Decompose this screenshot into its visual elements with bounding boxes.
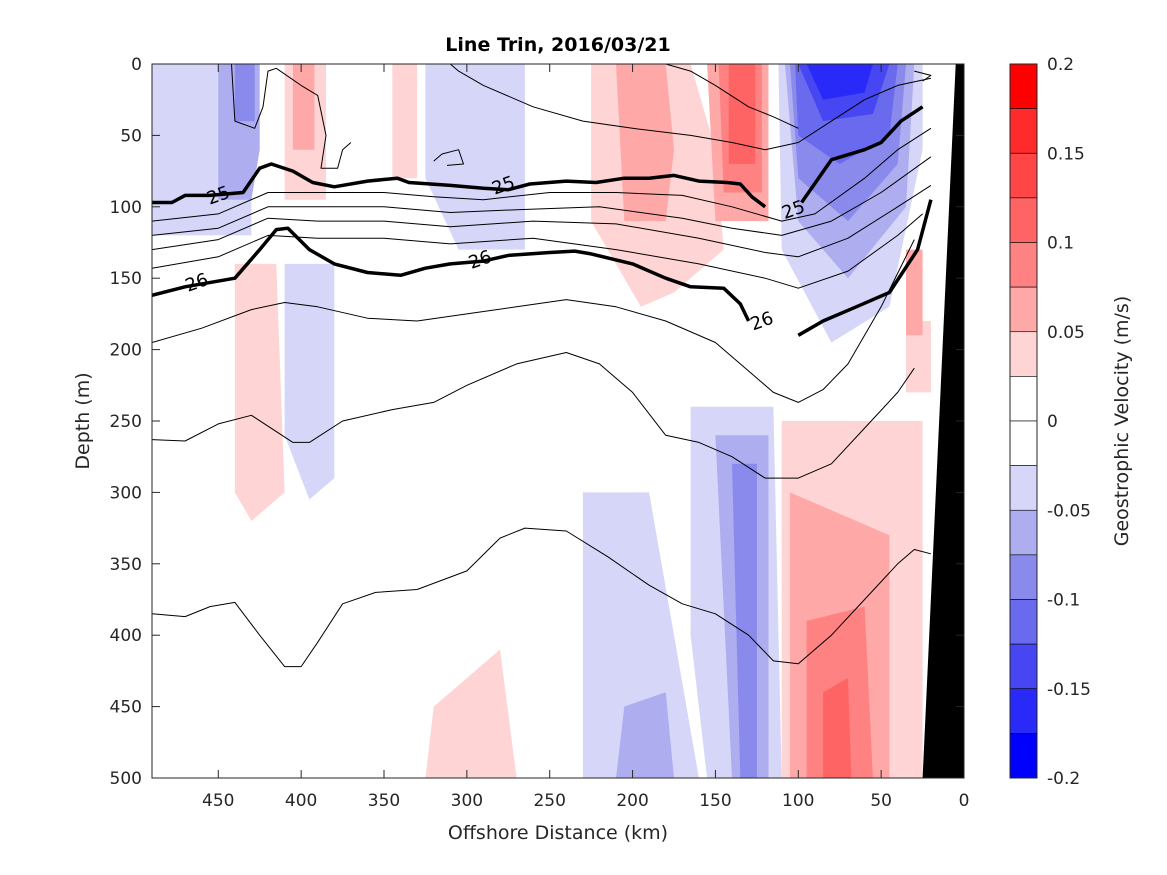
y-tick-label: 350: [110, 555, 142, 575]
y-tick-label: 50: [120, 126, 142, 146]
y-axis: 0 50 100 150 200 250 300 350 400 450 500: [110, 55, 964, 789]
colorbar-tick-label: -0.15: [1047, 680, 1091, 700]
chart-title: Line Trin, 2016/03/21: [445, 34, 670, 56]
x-tick-label: 50: [870, 791, 892, 811]
red-patch-25: [906, 321, 931, 393]
blue-patch-200-deep: [582, 492, 699, 778]
x-axis: 450 400 350 300 250 200 150 100 50 0: [202, 64, 969, 811]
isopycnal-thin: [152, 213, 923, 289]
colorbar-tick-label: -0.2: [1047, 769, 1080, 789]
red-patch-300-deep: [425, 649, 517, 778]
blue-patch-80-f: [806, 64, 873, 100]
colorbar-level: [1009, 108, 1038, 154]
red-patch-80-deep-d: [823, 678, 852, 778]
colorbar-level: [1009, 152, 1038, 199]
bathymetry-layer: [922, 64, 964, 778]
red-patch-30: [906, 249, 923, 336]
colorbar-tick-label: -0.05: [1047, 501, 1091, 521]
isopycnal-25: [152, 162, 767, 209]
colorbar-level: [1009, 733, 1038, 779]
x-tick-label: 100: [782, 791, 814, 811]
velocity-fill-layer: [152, 64, 931, 778]
blue-patch-440-deep: [234, 64, 255, 122]
isopycnal-thin: [152, 156, 932, 236]
y-tick-label: 450: [110, 698, 142, 718]
x-tick-label: 250: [533, 791, 565, 811]
y-tick-label: 100: [110, 198, 142, 218]
colorbar-level: [1009, 331, 1038, 377]
y-tick-label: 200: [110, 341, 142, 361]
blue-patch-200-core: [616, 692, 674, 778]
colorbar-level: [1009, 376, 1038, 422]
blue-patch-300: [425, 64, 525, 250]
isopycnal-thin: [152, 239, 915, 403]
isopycnal-thin: [152, 352, 915, 479]
colorbar-level: [1009, 242, 1038, 288]
isopycnal-26: [152, 226, 751, 322]
colorbar-tick-label: -0.1: [1047, 591, 1080, 611]
blue-patch-130-inner: [732, 463, 757, 778]
colorbar-tick-label: 0.05: [1047, 323, 1085, 343]
x-axis-label: Offshore Distance (km): [448, 822, 668, 844]
isopycnal-thin: [433, 149, 464, 166]
red-patch-135-inner: [728, 64, 756, 164]
x-tick-label: 300: [451, 791, 483, 811]
isopycnal-layer: [152, 64, 933, 668]
colorbar-level: [1009, 688, 1038, 734]
colorbar-level: [1009, 63, 1038, 109]
colorbar-level: [1009, 420, 1038, 466]
isopycnal-26: [797, 199, 933, 337]
isopycnal-thin: [231, 64, 352, 169]
x-tick-label: 350: [368, 791, 400, 811]
red-patch-400-core: [292, 64, 315, 150]
colorbar-level: [1009, 554, 1038, 600]
colorbar-level: [1009, 465, 1038, 511]
colorbar: 0.2 0.15 0.1 0.05 0 -0.05 -0.1 -0.15 -0.2: [1009, 55, 1091, 789]
y-axis-label: Depth (m): [72, 372, 94, 469]
x-tick-label: 400: [285, 791, 317, 811]
colorbar-level: [1009, 509, 1038, 556]
red-patch-430-deep: [234, 263, 285, 521]
y-tick-label: 500: [110, 769, 142, 789]
isopycnal-thin: [449, 64, 932, 151]
x-tick-label: 200: [616, 791, 648, 811]
red-patch-350: [392, 64, 418, 179]
y-tick-label: 400: [110, 626, 142, 646]
x-tick-label: 0: [959, 791, 970, 811]
x-tick-label: 150: [699, 791, 731, 811]
y-tick-label: 150: [110, 269, 142, 289]
y-tick-label: 300: [110, 483, 142, 503]
colorbar-tick-label: 0.2: [1047, 55, 1074, 75]
isopycnal-thin: [152, 527, 932, 668]
y-tick-label: 0: [131, 55, 142, 75]
isopycnal-25: [800, 105, 924, 204]
isopycnal-thin: [152, 184, 932, 258]
isopycnal-thin: [665, 64, 799, 129]
colorbar-label: Geostrophic Velocity (m/s): [1111, 296, 1133, 546]
x-tick-label: 450: [202, 791, 234, 811]
y-tick-label: 250: [110, 412, 142, 432]
isopycnal-thin: [914, 70, 932, 82]
isopycnal-thin: [152, 127, 932, 222]
colorbar-level: [1009, 197, 1038, 243]
colorbar-tick-label: 0.15: [1047, 144, 1085, 164]
colorbar-level: [1009, 599, 1038, 645]
colorbar-frame: [1009, 63, 1038, 779]
blue-patch-390-deep: [284, 263, 335, 500]
red-patch-190-core: [616, 64, 674, 222]
colorbar-tick-label: 0: [1047, 412, 1058, 432]
colorbar-level: [1009, 643, 1038, 690]
bathymetry-shelf: [922, 64, 964, 778]
colorbar-tick-label: 0.1: [1047, 234, 1074, 254]
colorbar-level: [1009, 286, 1038, 333]
